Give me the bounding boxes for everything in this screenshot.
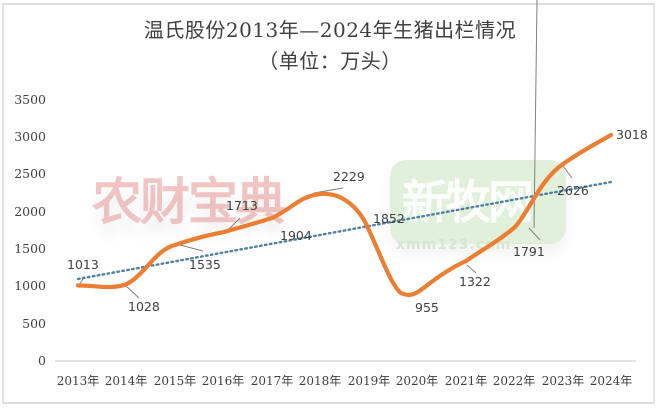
x-tick-2015: 2015年 xyxy=(153,374,197,388)
x-tick-2018: 2018年 xyxy=(298,374,342,388)
x-tick-2023: 2023年 xyxy=(541,374,585,388)
y-tick-3000: 3000 xyxy=(14,129,46,144)
data-label-2014: 1028 xyxy=(128,299,160,314)
y-tick-3500: 3500 xyxy=(14,92,46,107)
chart-subtitle: （单位：万头） xyxy=(258,49,402,73)
trend-line xyxy=(76,180,613,281)
x-tick-2014: 2014年 xyxy=(104,374,148,388)
data-label-2013: 1013 xyxy=(67,257,99,272)
x-tick-2022: 2022年 xyxy=(492,374,536,388)
data-label-2019: 1852 xyxy=(373,211,405,226)
data-label-2017: 1904 xyxy=(280,228,312,243)
y-tick-2500: 2500 xyxy=(14,166,46,181)
chart-title: 温氏股份2013年—2024年生猪出栏情况 xyxy=(143,18,517,42)
data-label-2016: 1713 xyxy=(226,198,258,213)
x-tick-2020: 2020年 xyxy=(395,374,439,388)
watermark-nongcai: 农财宝典 xyxy=(92,173,286,231)
x-tick-2016: 2016年 xyxy=(201,374,245,388)
x-tick-2017: 2017年 xyxy=(250,374,294,388)
y-tick-0: 0 xyxy=(38,353,46,368)
x-tick-2024: 2024年 xyxy=(589,374,633,388)
leader-lines xyxy=(78,0,573,299)
y-tick-500: 500 xyxy=(22,316,46,331)
watermark-xinmu: 新牧网 xyxy=(402,175,534,229)
x-tick-2019: 2019年 xyxy=(347,374,391,388)
data-label-2023: 2626 xyxy=(557,183,589,198)
x-tick-2013: 2013年 xyxy=(56,374,100,388)
y-tick-1500: 1500 xyxy=(14,241,46,256)
y-tick-1000: 1000 xyxy=(14,278,46,293)
data-label-2020: 955 xyxy=(415,300,439,315)
x-tick-2021: 2021年 xyxy=(444,374,488,388)
data-label-2018: 2229 xyxy=(333,169,365,184)
data-label-2021: 1322 xyxy=(459,274,491,289)
data-label-2024: 3018 xyxy=(616,127,648,142)
series-line xyxy=(75,132,614,297)
watermark-xinmu-box xyxy=(390,160,566,244)
y-tick-2000: 2000 xyxy=(14,204,46,219)
data-label-2022: 1791 xyxy=(513,244,545,259)
data-label-2015: 1535 xyxy=(189,257,221,272)
